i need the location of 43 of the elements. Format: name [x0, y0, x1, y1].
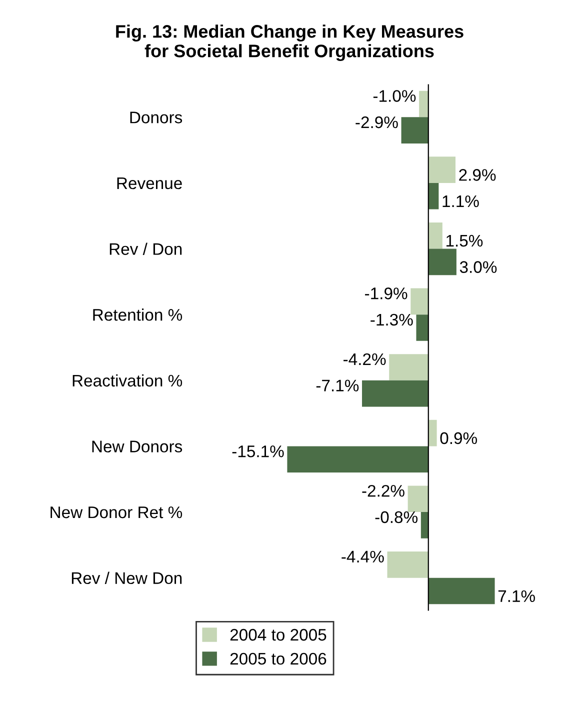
bar	[410, 288, 428, 315]
data-label: -4.2%	[344, 353, 386, 366]
y-tick-label: New Donors	[92, 440, 182, 452]
data-label: 1.1%	[442, 195, 479, 208]
data-label: -2.9%	[356, 116, 398, 128]
bar	[428, 222, 442, 249]
data-label: -0.8%	[375, 511, 418, 524]
bar	[428, 578, 495, 604]
data-label: 0.9%	[440, 432, 478, 444]
data-label: -7.1%	[316, 380, 359, 392]
y-tick-label: Rev / New Don	[72, 572, 182, 584]
data-label: -2.2%	[362, 484, 404, 497]
bar	[428, 156, 456, 183]
y-tick-label: Retention %	[93, 308, 182, 321]
data-label: 1.5%	[446, 234, 483, 247]
data-label: -1.3%	[370, 314, 413, 326]
y-tick-label: Revenue	[117, 178, 182, 190]
data-label: 3.0%	[460, 261, 497, 273]
bar	[428, 182, 439, 210]
data-label: -1.9%	[365, 288, 408, 300]
data-label: 2.9%	[459, 169, 496, 181]
bar	[408, 486, 428, 512]
bar	[428, 248, 456, 276]
y-tick-label: Donors	[130, 112, 182, 124]
legend-label: 2005 to 2006	[230, 652, 326, 665]
data-label: -15.1%	[232, 446, 284, 458]
data-label: 7.1%	[498, 590, 535, 602]
data-label: -4.4%	[342, 550, 384, 562]
bar	[389, 354, 428, 380]
bar	[362, 380, 428, 407]
bar	[428, 420, 437, 446]
bar	[387, 552, 428, 578]
y-tick-label: Rev / Don	[110, 242, 182, 255]
bar	[419, 90, 428, 118]
y-tick-label: Reactivation %	[72, 374, 182, 387]
legend-label: 2004 to 2005	[230, 628, 326, 641]
chart-title: Fig. 13: Median Change in Key Measures for Societal Benefit Organizations	[116, 24, 464, 62]
bar	[416, 314, 428, 341]
bar	[287, 446, 428, 473]
y-tick-label: New Donor Ret %	[50, 506, 182, 518]
data-label: -1.0%	[373, 90, 416, 102]
bar	[401, 117, 428, 144]
bar	[420, 512, 428, 538]
